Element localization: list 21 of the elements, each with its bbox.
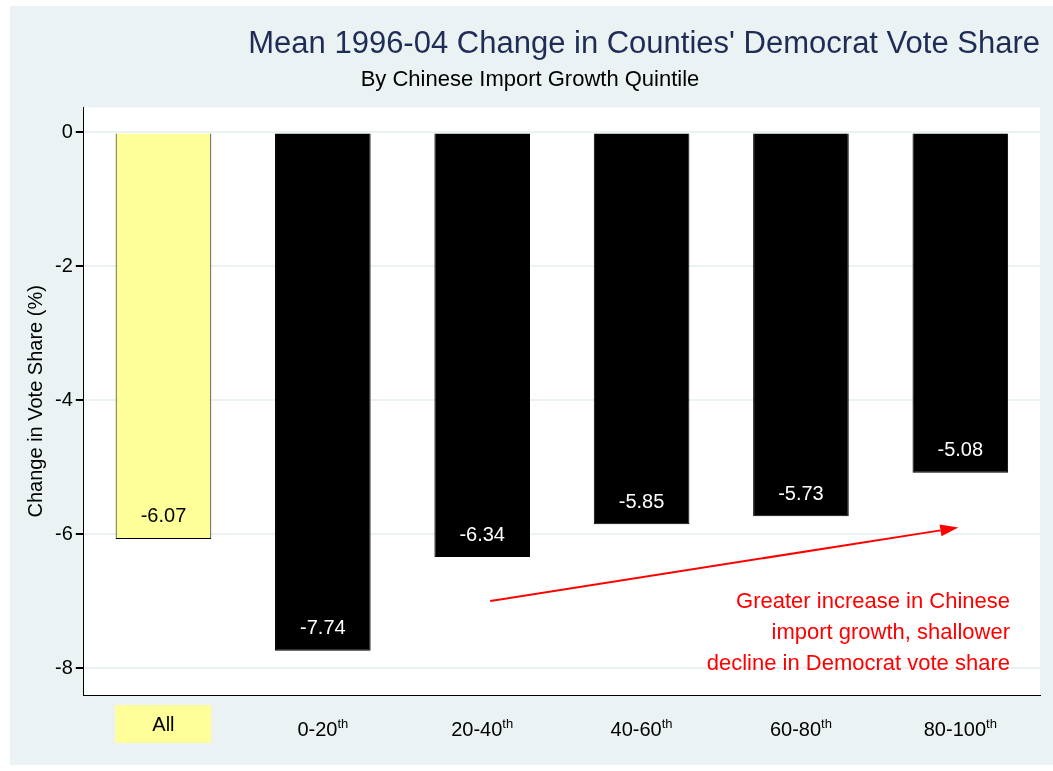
y-tick-label: -8	[54, 655, 73, 678]
data-label: -5.08	[937, 438, 984, 461]
chart-title: Mean 1996-04 Change in Counties' Democrat Vote Share	[248, 25, 1040, 61]
x-tick-label: 60-80$^{th}$	[769, 715, 832, 742]
data-label: -5.85	[618, 489, 665, 512]
x-tick-label: 20-40$^{th}$	[451, 715, 514, 742]
y-tick-label: 0	[61, 119, 73, 142]
x-tick-label: 0-20$^{th}$	[297, 715, 349, 742]
annotation: Greater increase in Chinese import growth, shallower decline in Democrat vote share	[706, 587, 1010, 677]
x-tick-label: All	[115, 705, 212, 743]
data-label: -6.07	[140, 504, 187, 527]
y-tick-label: -4	[54, 387, 73, 410]
y-tick-label: -2	[54, 253, 73, 276]
chart-subtitle: By Chinese Import Growth Quintile	[360, 66, 700, 92]
y-tick-label: -6	[54, 521, 73, 544]
data-label: -7.74	[300, 616, 346, 639]
data-label: -6.34	[459, 522, 505, 545]
x-tick-label: 40-60$^{th}$	[610, 715, 673, 742]
data-label: -5.73	[778, 481, 824, 504]
x-tick-label: 80-100$^{th}$	[923, 715, 997, 742]
y-axis-title: Change in Vote Share (%)	[23, 285, 46, 518]
